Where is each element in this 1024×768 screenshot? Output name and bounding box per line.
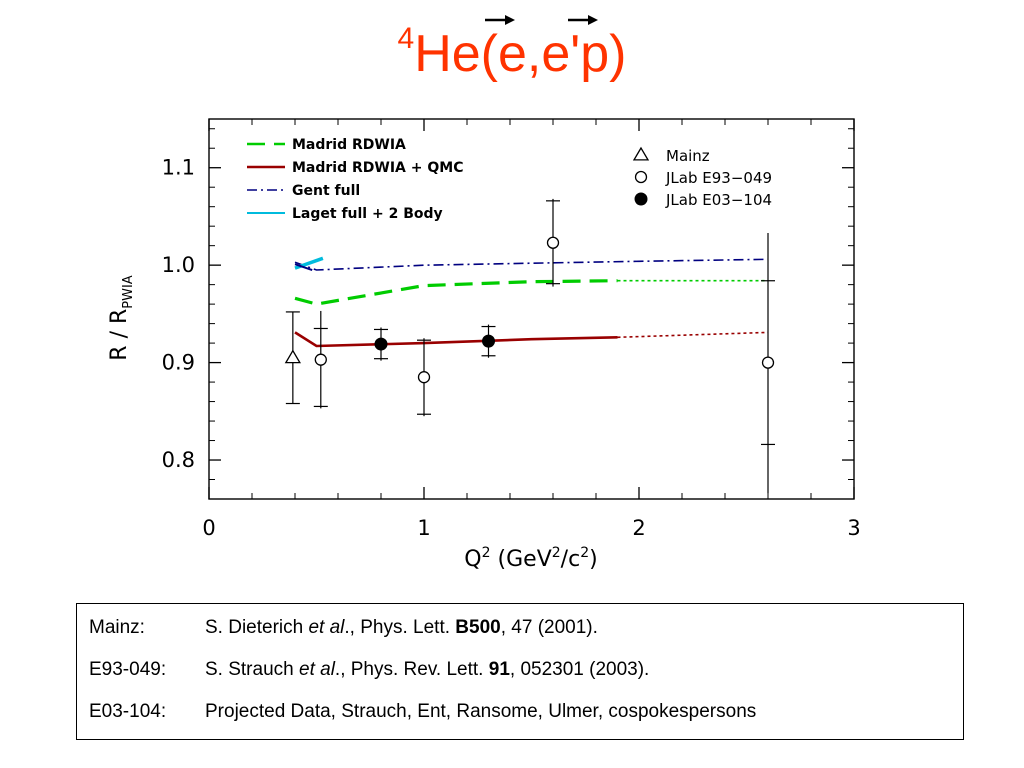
curve-gent — [294, 258, 769, 271]
reference-row: Mainz: S. Dieterich et al., Phys. Lett. B… — [89, 617, 598, 639]
x-tick-label: 2 — [632, 516, 645, 540]
y-tick-label: 0.8 — [162, 448, 195, 472]
reference-key: E93-049: — [89, 659, 167, 680]
x-tick-label: 1 — [417, 516, 430, 540]
y-tick-label: 1.0 — [162, 253, 195, 277]
data-point-e03 — [482, 334, 495, 348]
curve-madrid-qmc-extension — [617, 331, 769, 339]
reference-key: Mainz: — [89, 617, 145, 638]
data-point-e93 — [417, 371, 431, 384]
title-nucleus: He — [414, 25, 481, 83]
vector-arrow-icon — [485, 15, 516, 25]
curve-madrid-qmc — [294, 331, 618, 348]
x-axis-label-part: (GeV — [491, 547, 552, 572]
title-superscript: 4 — [397, 22, 415, 55]
reference-text: ., Phys. Lett. — [344, 617, 456, 638]
vector-arrow-icon — [567, 15, 598, 25]
y-tick-label: 0.9 — [162, 351, 195, 375]
references-box: Mainz: S. Dieterich et al., Phys. Lett. B… — [76, 603, 964, 740]
legend-marker-mainz — [632, 146, 650, 161]
x-axis-label: Q2 (GeV2/c2) — [464, 545, 597, 572]
x-tick-label: 0 — [202, 516, 215, 540]
x-axis-label-part: ) — [589, 547, 598, 572]
x-axis-label-part: /c — [561, 547, 581, 572]
curve-madrid-rdwia — [294, 279, 618, 306]
x-axis-label-part: 2 — [580, 545, 589, 561]
reference-text: S. Strauch — [205, 659, 299, 680]
reference-text: , 052301 (2003). — [509, 659, 650, 680]
title-comma: , — [526, 25, 542, 83]
reference-row: E03-104: Projected Data, Strauch, Ent, Ra… — [89, 701, 756, 723]
legend-marker-e93 — [634, 170, 648, 184]
plot-frame — [208, 118, 855, 500]
legend-label-laget: Laget full + 2 Body — [292, 206, 443, 222]
data-point-e93 — [546, 236, 560, 249]
x-axis-label-part: 2 — [552, 545, 561, 561]
reference-text: et al — [299, 659, 335, 680]
x-tick-label: 3 — [847, 516, 860, 540]
legend-label-madrid-rdwia: Madrid RDWIA — [292, 137, 406, 153]
y-axis-label: R / RPWIA — [107, 275, 136, 361]
y-axis-label-part: R / R — [107, 309, 132, 361]
reference-text: , 47 (2001). — [500, 617, 598, 638]
reference-text: B500 — [455, 617, 501, 638]
x-axis-label-part: Q — [464, 547, 481, 572]
reference-text: 91 — [488, 659, 510, 680]
legend-label-madrid-qmc: Madrid RDWIA + QMC — [292, 160, 463, 176]
legend-label-e93: JLab E93−049 — [665, 169, 772, 187]
slide-title: 4He(e,e' p) — [0, 15, 1024, 83]
legend-label-gent: Gent full — [292, 183, 360, 199]
title-paren-open: ( — [480, 25, 498, 83]
title-p-vector: p — [567, 15, 610, 83]
reference-text: S. Dieterich — [205, 617, 309, 638]
title-e-vector: e — [485, 15, 527, 83]
laget-cross-mark — [294, 263, 313, 271]
data-point-e93 — [314, 353, 327, 366]
title-e-prime: e' — [541, 25, 581, 83]
reference-row: E93-049: S. Strauch et al., Phys. Rev. Le… — [89, 659, 649, 681]
y-axis-label-part: PWIA — [121, 275, 136, 309]
x-axis-label-part: 2 — [482, 545, 491, 561]
data-point-e03 — [374, 337, 388, 351]
legend-label-mainz: Mainz — [666, 147, 710, 165]
reference-text: ., Phys. Rev. Lett. — [334, 659, 489, 680]
legend-marker-e03 — [634, 192, 648, 206]
legend-label-e03: JLab E03−104 — [665, 191, 772, 209]
reference-text: et al — [308, 617, 345, 638]
chart: 0 1 2 30.80.91.01.1Q2 (GeV2/c2)R / RPWIAMad… — [107, 118, 861, 572]
data-point-mainz — [284, 349, 301, 364]
y-tick-label: 1.1 — [162, 156, 195, 180]
title-paren-close: ) — [609, 25, 627, 83]
title-e: e — [498, 25, 527, 83]
reference-key: E03-104: — [89, 701, 167, 722]
reference-text: Projected Data, Strauch, Ent, Ransome, U… — [205, 701, 757, 722]
data-point-e93 — [761, 356, 775, 369]
title-p: p — [580, 25, 610, 83]
